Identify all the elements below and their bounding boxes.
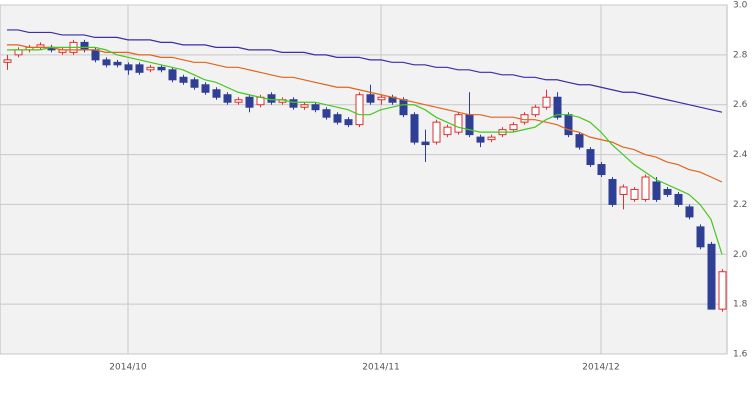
candle-body <box>476 136 485 143</box>
candle-body <box>432 121 441 143</box>
y-tick-label: 2.4 <box>733 150 748 160</box>
candle-body <box>685 206 694 218</box>
candle-body <box>223 94 232 103</box>
candle-body <box>179 76 188 83</box>
candle-body <box>652 181 661 200</box>
candle-body <box>267 94 276 103</box>
candle-body <box>168 69 177 81</box>
x-tick-label: 2014/10 <box>109 363 147 373</box>
candle-body <box>410 114 419 143</box>
candle-body <box>421 141 430 146</box>
candle-body <box>311 104 320 111</box>
candle-body <box>454 114 463 133</box>
candle-body <box>608 179 617 205</box>
plot-area <box>0 4 728 355</box>
y-tick-label: 2.0 <box>733 250 748 260</box>
candle-body <box>322 109 331 118</box>
candle-body <box>190 79 199 88</box>
y-tick-label: 1.6 <box>733 350 748 360</box>
candle-body <box>542 96 551 108</box>
candle-body <box>509 124 518 131</box>
candle-body <box>487 136 496 141</box>
candle-body <box>157 66 166 71</box>
candle-body <box>630 188 639 200</box>
candle-body <box>443 126 452 136</box>
candle-body <box>289 99 298 108</box>
candle-body <box>597 164 606 176</box>
candle-body <box>619 186 628 195</box>
candle-body <box>245 96 254 108</box>
candle-body <box>674 193 683 205</box>
candle-body <box>586 149 595 166</box>
x-tick-label: 2014/11 <box>362 363 399 373</box>
candle-body <box>399 99 408 116</box>
candle-body <box>377 96 386 101</box>
candle-body <box>531 106 540 116</box>
candle-body <box>135 64 144 73</box>
y-tick-label: 2.6 <box>733 100 748 110</box>
candle-body <box>575 134 584 148</box>
candle-body <box>663 188 672 195</box>
candle-body <box>102 59 111 66</box>
candle-body <box>14 49 23 56</box>
candle-body <box>355 94 364 126</box>
candle-body <box>344 119 353 126</box>
candle-body <box>201 84 210 93</box>
y-tick-label: 1.8 <box>733 300 748 310</box>
candle-body <box>212 89 221 98</box>
candle-body <box>696 226 705 248</box>
candle-body <box>234 99 243 103</box>
y-tick-label: 2.8 <box>733 50 748 60</box>
moving-average-line <box>7 29 723 113</box>
candle-body <box>718 271 727 310</box>
candle-body <box>707 243 716 310</box>
candle-body <box>124 64 133 71</box>
y-tick-label: 2.2 <box>733 200 747 210</box>
candle-body <box>333 114 342 123</box>
candle-body <box>553 96 562 118</box>
candle-body <box>113 61 122 66</box>
candle-body <box>80 41 89 51</box>
candle-body <box>3 59 12 63</box>
moving-average-line <box>7 44 723 183</box>
x-tick-label: 2014/12 <box>582 363 619 373</box>
candle-body <box>520 114 529 123</box>
candle-body <box>564 114 573 136</box>
candle-body <box>91 49 100 61</box>
y-tick-label: 3.0 <box>733 1 748 11</box>
candle-body <box>465 114 474 136</box>
candle-body <box>300 104 309 108</box>
candle-body <box>366 94 375 103</box>
candle-body <box>146 66 155 71</box>
moving-average-line <box>7 46 723 255</box>
candle-body <box>641 176 650 200</box>
